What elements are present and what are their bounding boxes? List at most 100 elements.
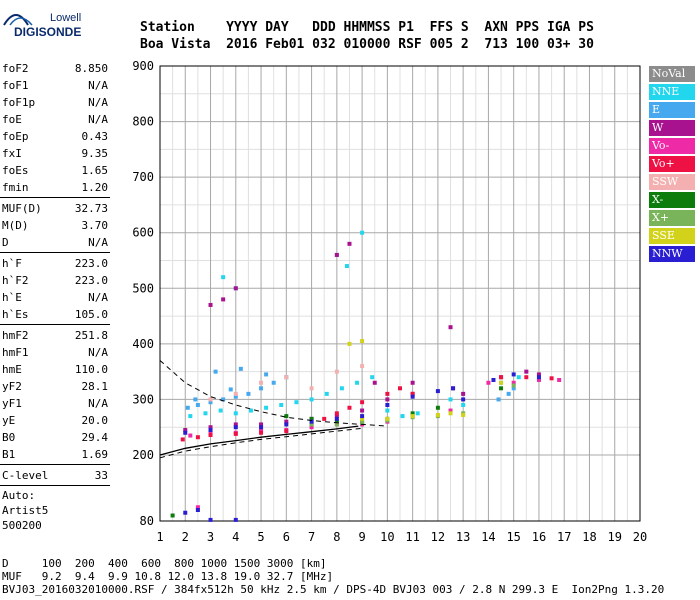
data-point [410,411,415,416]
param-value: N/A [88,236,108,249]
x-tick-label: 11 [405,530,419,544]
data-point [233,391,238,396]
param-label: M(D) [2,219,29,232]
data-point [195,505,200,510]
param-label: D [2,236,9,249]
x-tick-label: 20 [633,530,647,544]
y-tick-label: 800 [132,115,154,129]
data-point [185,405,190,410]
data-point [322,416,327,421]
data-point [448,408,453,413]
data-point [284,429,289,434]
data-point [208,400,213,405]
param-row: hmE 110.0 [0,361,112,378]
param-label: h`F [2,257,22,270]
data-point [385,408,390,413]
y-tick-label: 300 [132,392,154,406]
param-label: B0 [2,431,16,444]
data-point [360,400,365,405]
param-row: B0 29.4 [0,429,112,446]
y-tick-label: 400 [132,337,154,351]
data-point [491,377,496,382]
data-point [221,275,226,280]
data-point [183,427,188,432]
data-point [284,375,289,380]
param-value: 28.1 [81,380,109,393]
data-point [347,405,352,410]
param-label: h`F2 [2,274,29,287]
data-point [496,397,501,402]
y-tick-label: 500 [132,281,154,295]
data-point [279,402,284,407]
data-point [334,416,339,421]
data-point [334,411,339,416]
legend-item: NoVal [649,66,695,82]
data-point [360,408,365,413]
param-label: foEs [2,164,29,177]
data-point [294,400,299,405]
data-point [461,402,466,407]
data-point [511,386,516,391]
data-point [238,366,243,371]
data-point [259,386,264,391]
clevel-label: C-level [2,469,49,482]
data-point [221,397,226,402]
param-label: hmF2 [2,329,29,342]
data-point [347,241,352,246]
logo-line2: DIGISONDE [14,25,82,39]
param-value: N/A [88,79,108,92]
data-point [360,339,365,344]
data-point [536,372,541,377]
param-divider [0,464,110,465]
station-header: Station YYYY DAY DDD HHMMSS P1 FFS S AXN… [140,19,594,53]
legend-item: X- [649,192,695,208]
x-tick-label: 7 [308,530,315,544]
param-row: fxI 9.35 [0,145,112,162]
param-label: yF2 [2,380,22,393]
param-value: 20.0 [81,414,109,427]
param-label: foF1 [2,79,29,92]
data-point [511,372,516,377]
data-point [511,383,516,388]
param-value: 1.20 [81,181,109,194]
data-point [410,391,415,396]
x-tick-label: 16 [532,530,546,544]
param-value: 110.0 [74,363,108,376]
data-point [195,508,200,512]
data-point [309,422,314,427]
data-point [259,380,264,385]
param-value: 3.70 [81,219,109,232]
param-label: fmin [2,181,29,194]
data-point [385,397,390,402]
param-row: B1 1.69 [0,446,112,463]
param-value: 251.8 [74,329,108,342]
clevel-value: 33 [94,469,108,482]
param-label: h`E [2,291,22,304]
legend-item: NNW [649,246,695,262]
data-point [208,427,213,432]
data-point [259,430,264,435]
data-point [400,414,405,419]
param-value: 0.43 [81,130,109,143]
param-divider [0,324,110,325]
legend-item: NNE [649,84,695,100]
data-point [499,386,504,391]
data-point [213,369,218,374]
param-row: foF1 N/A [0,77,112,94]
x-tick-label: 1 [156,530,163,544]
x-tick-label: 10 [380,530,394,544]
param-row: M(D) 3.70 [0,217,112,234]
data-point [246,391,251,396]
data-point [461,412,466,417]
dashed-lower-curve [159,427,363,459]
footer-distance-row: D 100 200 400 600 800 1000 1500 3000 [km… [2,557,327,570]
data-point [461,391,466,396]
footer-file-info: BVJ03_2016032010000.RSF / 384fx512h 50 k… [2,583,665,596]
data-point [309,397,314,402]
param-label: foF2 [2,62,29,75]
data-point [398,386,402,391]
x-tick-label: 3 [207,530,214,544]
data-point [208,432,213,437]
data-point [208,425,213,430]
data-point [334,419,339,424]
